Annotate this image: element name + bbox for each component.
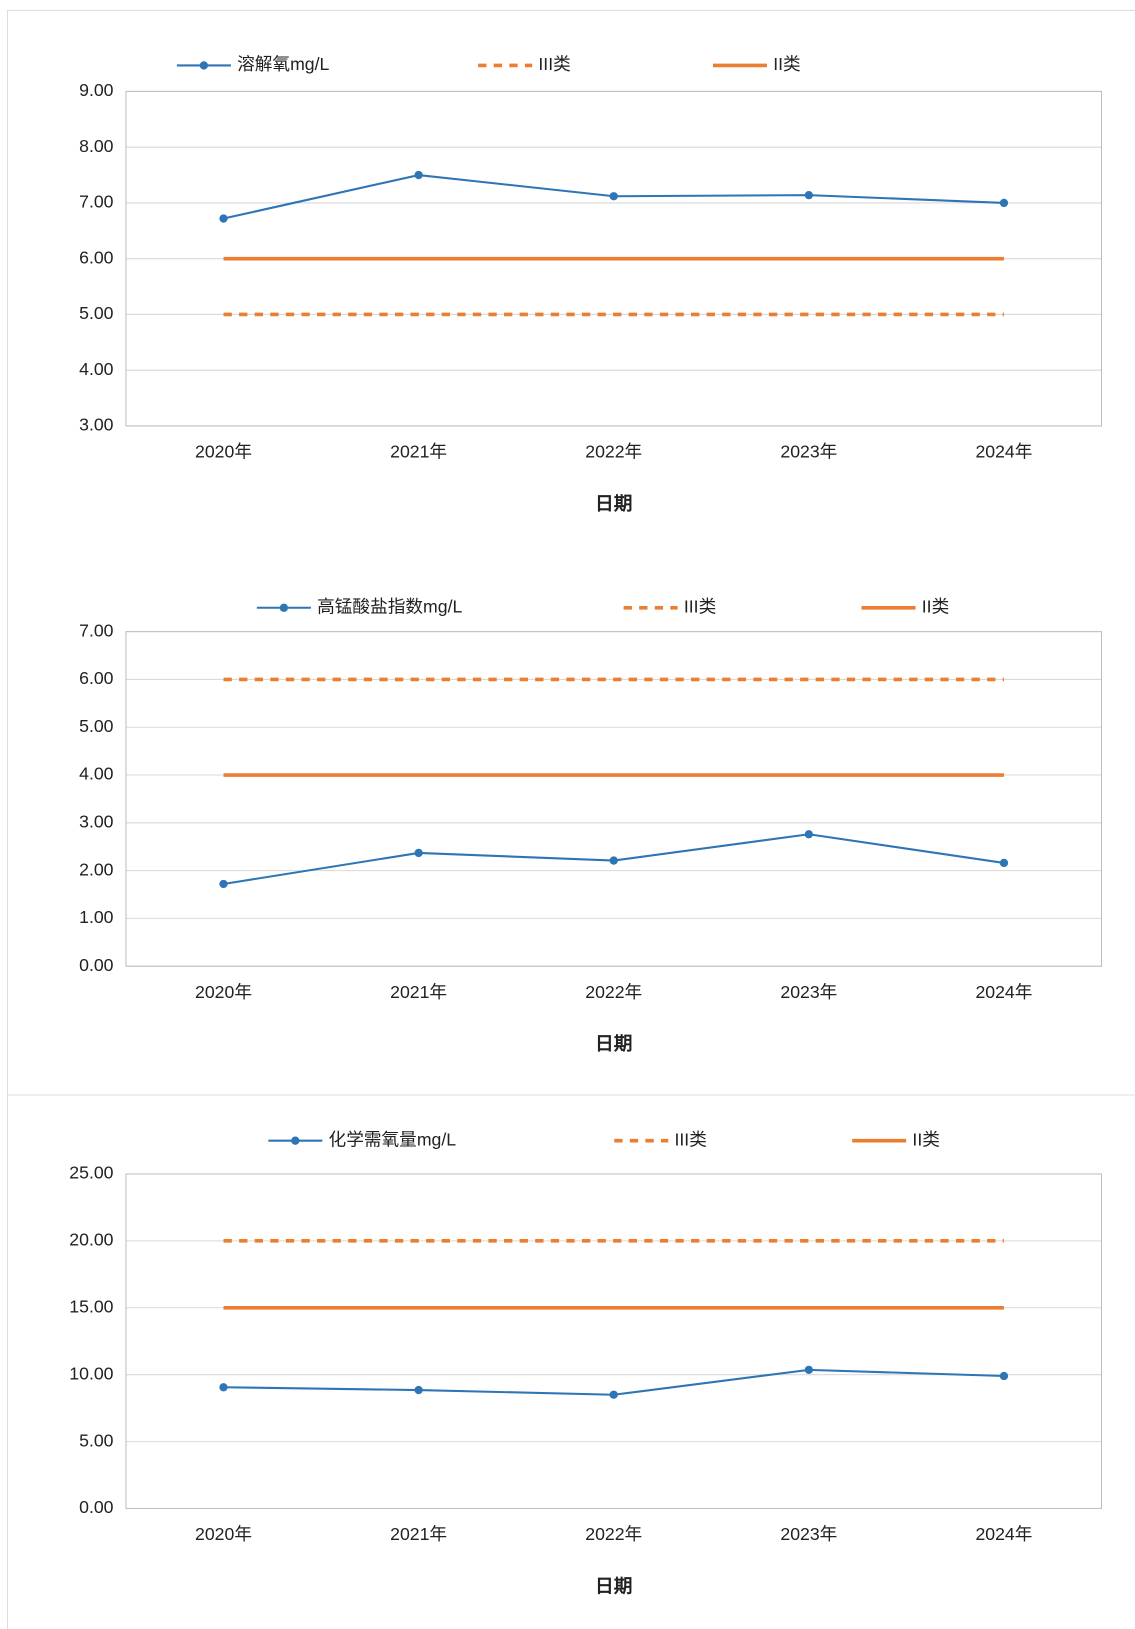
legend-marker [279, 603, 289, 612]
y-tick-label: 2.00 [79, 859, 114, 879]
y-tick-label: 6.00 [79, 247, 114, 267]
x-tick-label: 2023年 [780, 1524, 837, 1544]
legend-marker [291, 1136, 300, 1145]
point [999, 198, 1009, 208]
point [219, 879, 228, 889]
point [609, 192, 618, 201]
x-tick-label: 2021年 [390, 442, 447, 462]
y-tick-label: 9.00 [79, 80, 114, 100]
point [999, 858, 1009, 868]
y-tick-label: 10.00 [69, 1363, 113, 1383]
x-tick-label: 2020年 [195, 442, 252, 462]
plot-border [125, 631, 1103, 967]
legend-marker [199, 61, 209, 70]
legend-label: 高锰酸盐指数mg/L [317, 596, 462, 616]
y-tick-label: 8.00 [79, 136, 114, 156]
x-tick-label: 2022年 [585, 982, 642, 1002]
y-tick-label: 4.00 [79, 764, 114, 784]
legend-label: II类 [922, 596, 949, 616]
legend-label: II类 [773, 54, 800, 74]
y-tick-label: 20.00 [69, 1230, 113, 1250]
y-tick-label: 5.00 [79, 303, 114, 323]
legend-label: III类 [538, 54, 570, 74]
x-tick-label: 2024年 [975, 1524, 1032, 1544]
point [804, 1365, 813, 1375]
x-tick-label: 2023年 [780, 982, 837, 1002]
point [414, 848, 423, 858]
x-tick-label: 2020年 [195, 1524, 252, 1544]
legend-label: II类 [912, 1129, 939, 1149]
point [414, 1385, 423, 1395]
y-tick-label: 5.00 [79, 1430, 114, 1450]
point [804, 830, 813, 839]
point [219, 214, 228, 223]
legend-label: 化学需氧量mg/L [329, 1129, 457, 1149]
x-axis-label: 日期 [595, 1575, 632, 1596]
point [804, 190, 813, 200]
x-tick-label: 2022年 [585, 1524, 642, 1544]
y-tick-label: 4.00 [79, 359, 114, 379]
x-tick-label: 2021年 [390, 1524, 447, 1544]
legend-label: 溶解氧mg/L [237, 54, 329, 74]
x-tick-label: 2024年 [975, 982, 1032, 1002]
y-tick-label: 7.00 [79, 620, 114, 640]
x-tick-label: 2020年 [195, 982, 252, 1002]
point [999, 1371, 1009, 1381]
y-tick-label: 5.00 [79, 716, 114, 736]
plot-border [125, 90, 1103, 427]
point [414, 170, 423, 180]
plot-border [125, 1173, 1103, 1510]
legend-label: III类 [675, 1129, 707, 1149]
y-tick-label: 1.00 [79, 907, 114, 927]
x-tick-label: 2023年 [780, 442, 837, 462]
point [609, 856, 618, 865]
x-tick-label: 2022年 [585, 442, 642, 462]
frame [7, 9, 1135, 1629]
y-tick-label: 25.00 [69, 1163, 113, 1183]
legend-label: III类 [684, 596, 716, 616]
x-tick-label: 2024年 [975, 442, 1032, 462]
y-tick-label: 15.00 [69, 1296, 113, 1316]
y-tick-label: 3.00 [79, 811, 114, 831]
y-tick-label: 7.00 [79, 192, 114, 212]
point [219, 1383, 228, 1392]
y-tick-label: 3.00 [79, 415, 114, 435]
y-tick-label: 0.00 [79, 1497, 114, 1517]
x-axis-label: 日期 [595, 493, 632, 514]
x-tick-label: 2021年 [390, 982, 447, 1002]
y-tick-label: 0.00 [79, 955, 114, 975]
x-axis-label: 日期 [595, 1033, 632, 1054]
point [609, 1390, 618, 1399]
y-tick-label: 6.00 [79, 668, 114, 688]
